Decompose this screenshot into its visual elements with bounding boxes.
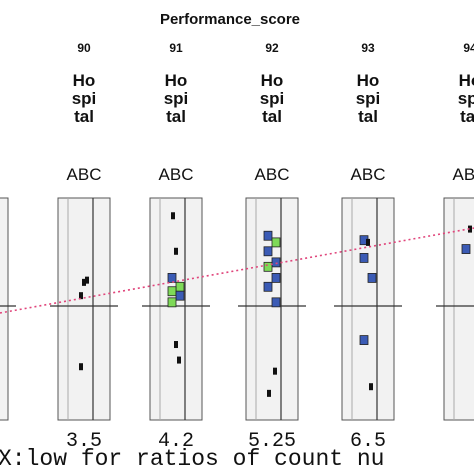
data-mark bbox=[171, 212, 175, 220]
data-mark bbox=[271, 237, 281, 248]
panel-label-part: spi bbox=[356, 89, 381, 108]
panel-group-label: ABC bbox=[67, 165, 102, 184]
data-mark bbox=[79, 363, 83, 371]
data-mark bbox=[174, 247, 178, 255]
x-axis-label: X:low for ratios of count nu bbox=[0, 446, 384, 472]
data-mark bbox=[369, 383, 373, 391]
panel-label-part: tal bbox=[262, 107, 282, 126]
panel-frame bbox=[0, 197, 9, 421]
panel-label-part: spi bbox=[458, 89, 474, 108]
data-mark bbox=[461, 244, 471, 254]
data-mark bbox=[167, 273, 177, 283]
panel-group-label: ABC bbox=[351, 165, 386, 184]
data-mark bbox=[359, 253, 369, 263]
data-mark bbox=[267, 389, 271, 397]
data-mark bbox=[175, 290, 185, 301]
data-mark bbox=[263, 261, 273, 272]
tick-label-91: 4.2 bbox=[158, 430, 194, 453]
data-mark bbox=[263, 246, 273, 257]
data-mark bbox=[271, 273, 281, 283]
panel-label-part: spi bbox=[164, 89, 189, 108]
hospital-panels: 89HospitalABC90HospitalABC3.591HospitalA… bbox=[0, 41, 474, 453]
data-mark bbox=[263, 230, 273, 241]
data-mark bbox=[175, 281, 185, 292]
tick-label-92: 5.25 bbox=[248, 430, 296, 453]
panel-frame bbox=[341, 197, 395, 421]
data-mark bbox=[167, 286, 177, 297]
panel-id-91: 91 bbox=[169, 41, 183, 55]
panel-id-92: 92 bbox=[265, 41, 279, 55]
data-mark bbox=[167, 297, 177, 308]
data-mark bbox=[367, 273, 377, 283]
panel-label-part: Ho bbox=[261, 71, 284, 90]
panel-label-part: spi bbox=[260, 89, 285, 108]
panel-group-label: ABC bbox=[453, 165, 474, 184]
tick-label-90: 3.5 bbox=[66, 430, 102, 453]
panel-id-90: 90 bbox=[77, 41, 91, 55]
data-mark bbox=[79, 292, 83, 300]
panel-label-part: tal bbox=[74, 107, 94, 126]
data-mark bbox=[177, 356, 181, 364]
data-mark bbox=[82, 278, 86, 286]
tick-label-93: 6.5 bbox=[350, 430, 386, 453]
data-mark bbox=[85, 276, 89, 284]
panel-id-94: 94 bbox=[463, 41, 474, 55]
panel-id-93: 93 bbox=[361, 41, 375, 55]
panel-label-part: tal bbox=[166, 107, 186, 126]
panel-label-part: Ho bbox=[459, 71, 474, 90]
data-mark bbox=[263, 281, 273, 292]
data-mark bbox=[366, 238, 370, 246]
panel-89: 89HospitalABC bbox=[0, 197, 16, 421]
panel-label-part: Ho bbox=[73, 71, 96, 90]
panel-frame bbox=[443, 197, 474, 421]
panel-label-part: Ho bbox=[165, 71, 188, 90]
data-mark bbox=[468, 225, 472, 233]
trend-line bbox=[0, 227, 474, 314]
data-mark bbox=[273, 367, 277, 375]
panel-frame bbox=[149, 197, 203, 421]
panel-frame bbox=[57, 197, 111, 421]
panel-label-part: spi bbox=[72, 89, 97, 108]
data-mark bbox=[271, 257, 281, 268]
data-mark bbox=[174, 341, 178, 349]
panel-label-part: tal bbox=[460, 107, 474, 126]
panel-label-part: tal bbox=[358, 107, 378, 126]
panel-label-part: Ho bbox=[357, 71, 380, 90]
panel-group-label: ABC bbox=[159, 165, 194, 184]
data-mark bbox=[359, 335, 369, 345]
panel-group-label: ABC bbox=[255, 165, 290, 184]
chart-title: Performance_score bbox=[160, 11, 300, 28]
data-mark bbox=[271, 297, 281, 308]
